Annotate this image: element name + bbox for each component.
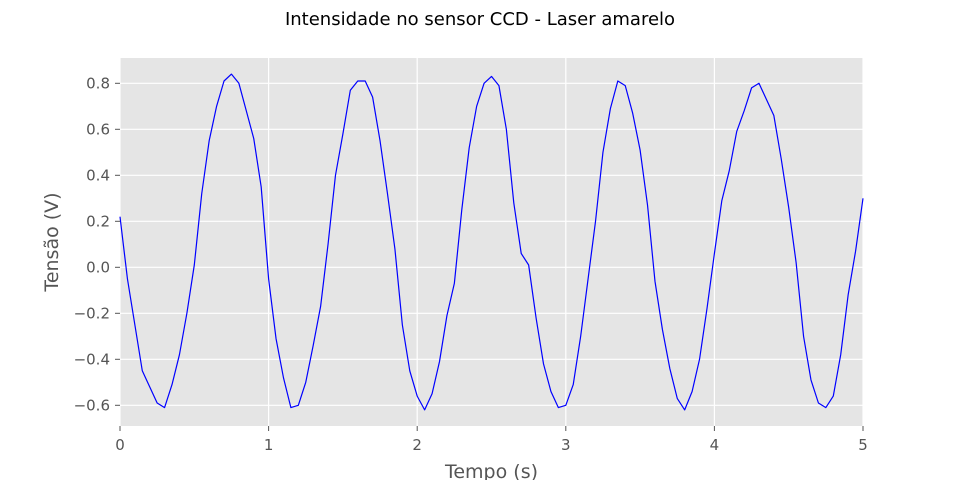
y-axis-label: Tensão (V) — [41, 192, 63, 292]
x-axis-ticks: 0 1 2 3 4 5 — [115, 426, 868, 454]
y-tick-label: −0.4 — [74, 350, 110, 368]
x-tick-label: 0 — [115, 436, 125, 454]
x-tick-label: 1 — [264, 436, 274, 454]
y-tick-label: 0.8 — [86, 74, 110, 92]
chart-title: Intensidade no sensor CCD - Laser amarel… — [285, 9, 675, 30]
x-tick-label: 4 — [710, 436, 720, 454]
grid-lines — [119, 58, 864, 426]
y-tick-label: −0.2 — [74, 304, 110, 322]
y-tick-label: −0.6 — [74, 396, 110, 414]
x-tick-label: 2 — [412, 436, 422, 454]
y-tick-label: 0.0 — [86, 258, 110, 276]
y-tick-label: 0.6 — [86, 120, 110, 138]
y-axis-ticks: −0.6 −0.4 −0.2 0.0 0.2 0.4 0.6 0.8 — [74, 74, 120, 414]
x-tick-label: 5 — [858, 436, 868, 454]
x-axis-label: Tempo (s) — [444, 461, 538, 480]
series-line-1 — [119, 73, 864, 411]
y-tick-label: 0.4 — [86, 166, 110, 184]
plot-area — [120, 58, 863, 426]
y-tick-label: 0.2 — [86, 212, 110, 230]
series-layer — [119, 73, 864, 411]
x-tick-label: 3 — [561, 436, 571, 454]
